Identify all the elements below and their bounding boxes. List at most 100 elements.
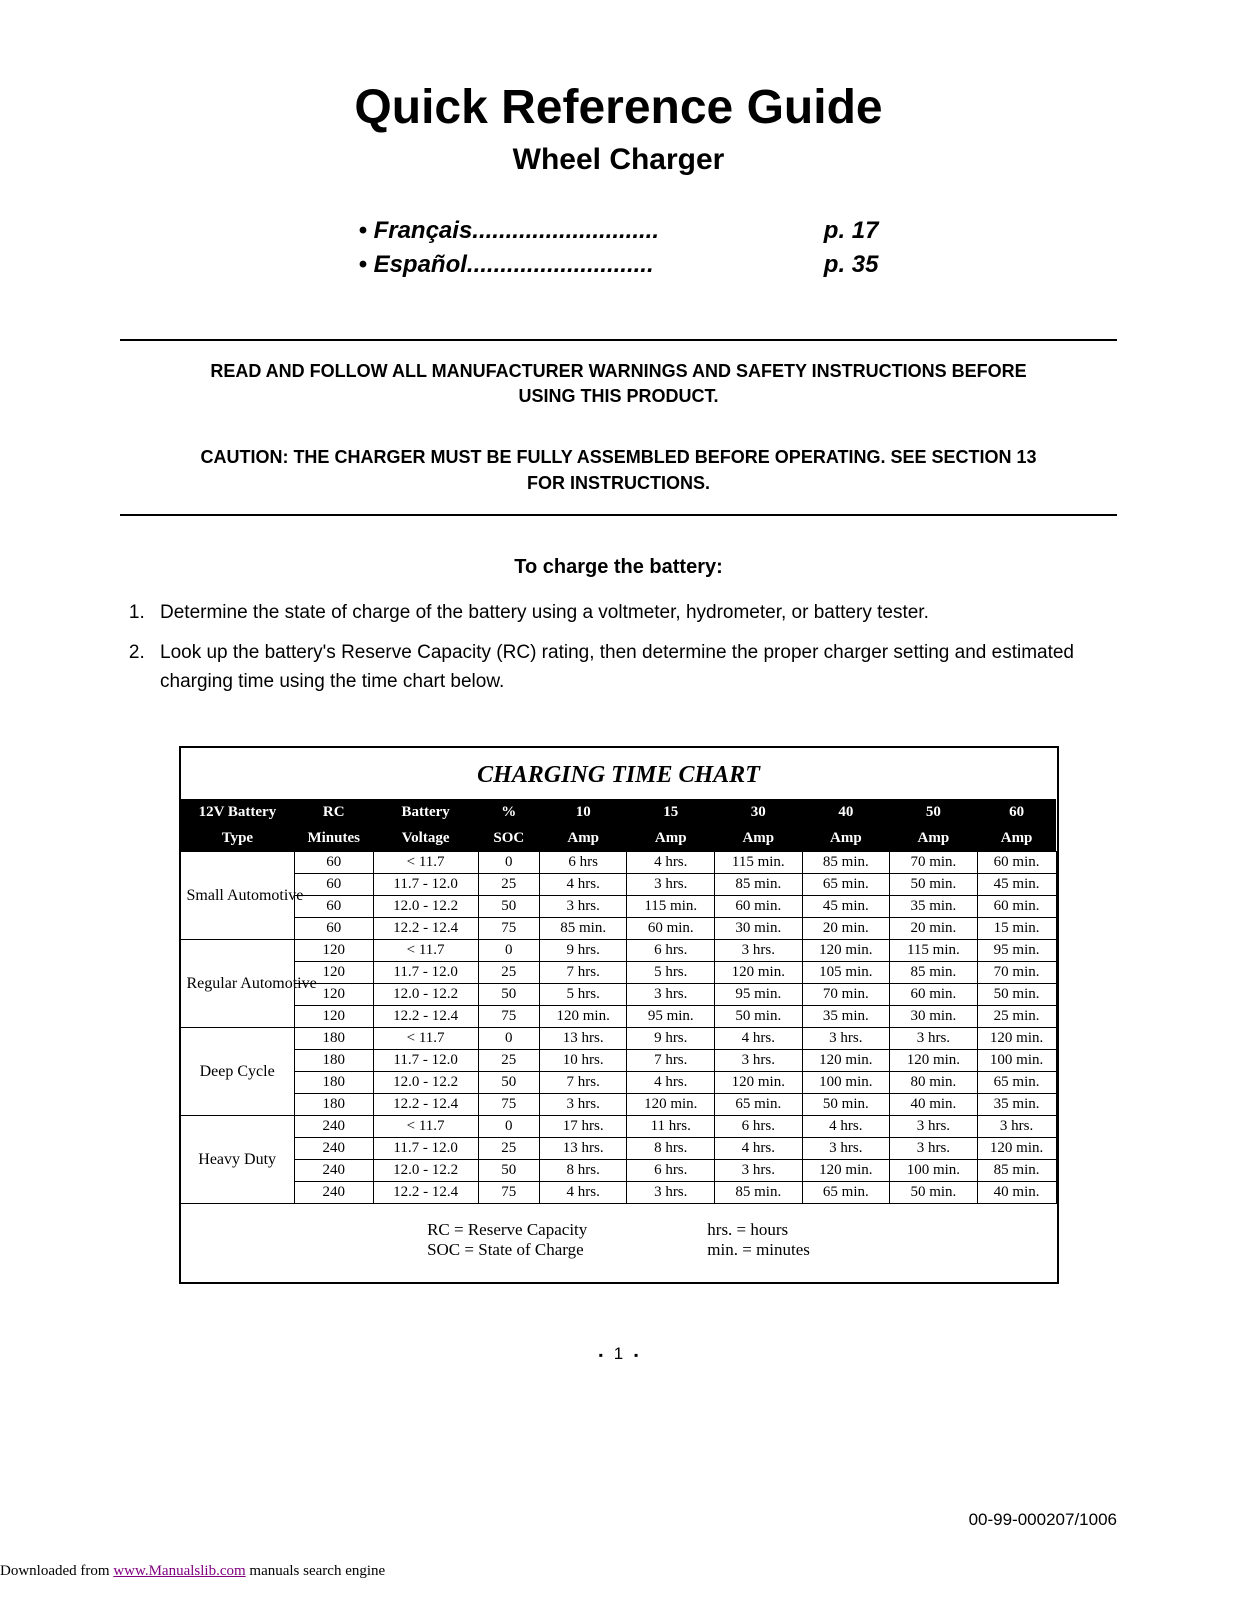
table-cell: 12.0 - 12.2 [373, 984, 478, 1006]
table-cell: 50 min. [890, 874, 978, 896]
table-cell: 100 min. [890, 1160, 978, 1182]
table-cell: 60 min. [977, 896, 1056, 918]
table-cell: 115 min. [890, 940, 978, 962]
page-number-value: 1 [614, 1344, 623, 1363]
table-cell: 12.0 - 12.2 [373, 1072, 478, 1094]
legend-right: hrs. = hours min. = minutes [707, 1220, 810, 1260]
table-cell: 4 hrs. [627, 852, 715, 874]
table-cell: 240 [294, 1116, 373, 1138]
page-number: ▪ 1 ▪ [120, 1344, 1117, 1364]
legend-item: hrs. = hours [707, 1220, 810, 1240]
table-cell: 180 [294, 1094, 373, 1116]
download-footer: Downloaded from www.Manualslib.com manua… [0, 1563, 385, 1580]
table-cell: 85 min. [715, 1182, 803, 1204]
chart-legend: RC = Reserve Capacity SOC = State of Cha… [181, 1204, 1057, 1282]
table-header-cell: SOC [478, 825, 539, 852]
step-1: Determine the state of charge of the bat… [150, 599, 1117, 628]
table-cell: 240 [294, 1182, 373, 1204]
table-cell: 3 hrs. [977, 1116, 1056, 1138]
table-cell: 70 min. [802, 984, 890, 1006]
table-cell: 7 hrs. [539, 962, 627, 984]
table-cell: 30 min. [890, 1006, 978, 1028]
table-cell: 25 [478, 874, 539, 896]
table-cell: 120 [294, 1006, 373, 1028]
lang-dots: ............................ [467, 251, 784, 279]
table-cell: 4 hrs. [715, 1028, 803, 1050]
table-cell: 45 min. [802, 896, 890, 918]
table-cell: 3 hrs. [890, 1116, 978, 1138]
table-cell: 4 hrs. [715, 1138, 803, 1160]
lang-label: • Español [359, 251, 467, 279]
steps-list: Determine the state of charge of the bat… [120, 599, 1117, 697]
lang-row-francais: • Français ............................ … [359, 217, 879, 245]
table-row: Regular Automotive120< 11.709 hrs.6 hrs.… [181, 940, 1057, 962]
table-cell: 40 min. [977, 1182, 1056, 1204]
table-cell: 85 min. [890, 962, 978, 984]
table-cell: 8 hrs. [627, 1138, 715, 1160]
table-cell: 5 hrs. [627, 962, 715, 984]
bullet-icon: ▪ [593, 1348, 609, 1362]
table-header-cell: Amp [802, 825, 890, 852]
table-cell: 75 [478, 1006, 539, 1028]
table-cell: 0 [478, 852, 539, 874]
warning-caution: CAUTION: THE CHARGER MUST BE FULLY ASSEM… [120, 427, 1117, 513]
table-cell: 6 hrs. [627, 1160, 715, 1182]
table-cell: 4 hrs. [539, 874, 627, 896]
table-cell: 60 [294, 896, 373, 918]
table-cell: 12.0 - 12.2 [373, 1160, 478, 1182]
table-cell: 3 hrs. [890, 1028, 978, 1050]
table-cell: 7 hrs. [539, 1072, 627, 1094]
table-cell: 50 [478, 1160, 539, 1182]
battery-type-cell: Heavy Duty [181, 1116, 295, 1204]
table-cell: 115 min. [715, 852, 803, 874]
document-code: 00-99-000207/1006 [969, 1510, 1117, 1530]
table-cell: 180 [294, 1050, 373, 1072]
battery-type-cell: Deep Cycle [181, 1028, 295, 1116]
table-cell: 120 [294, 940, 373, 962]
table-row: 18012.2 - 12.4753 hrs.120 min.65 min.50 … [181, 1094, 1057, 1116]
table-cell: 60 min. [715, 896, 803, 918]
table-cell: 120 min. [977, 1138, 1056, 1160]
table-row: 18012.0 - 12.2507 hrs.4 hrs.120 min.100 … [181, 1072, 1057, 1094]
table-cell: 120 min. [890, 1050, 978, 1072]
lang-dots: ............................ [472, 217, 784, 245]
table-row: Small Automotive60< 11.706 hrs4 hrs.115 … [181, 852, 1057, 874]
table-cell: 75 [478, 918, 539, 940]
table-cell: 85 min. [715, 874, 803, 896]
table-cell: 3 hrs. [627, 874, 715, 896]
table-cell: 25 [478, 962, 539, 984]
table-header-cell: 15 [627, 799, 715, 825]
chart-title: CHARGING TIME CHART [181, 748, 1057, 799]
table-cell: 5 hrs. [539, 984, 627, 1006]
table-cell: 70 min. [890, 852, 978, 874]
bullet-icon: ▪ [628, 1348, 644, 1362]
table-cell: 120 min. [802, 940, 890, 962]
legend-left: RC = Reserve Capacity SOC = State of Cha… [427, 1220, 587, 1260]
table-cell: 60 min. [627, 918, 715, 940]
table-cell: 180 [294, 1072, 373, 1094]
section-heading: To charge the battery: [120, 556, 1117, 579]
table-cell: 50 [478, 1072, 539, 1094]
table-cell: 80 min. [890, 1072, 978, 1094]
table-cell: 120 min. [627, 1094, 715, 1116]
table-cell: 12.2 - 12.4 [373, 1094, 478, 1116]
table-cell: < 11.7 [373, 852, 478, 874]
table-cell: 120 min. [539, 1006, 627, 1028]
table-cell: 12.2 - 12.4 [373, 1006, 478, 1028]
manualslib-link[interactable]: www.Manualslib.com [113, 1563, 245, 1579]
table-header-cell: 40 [802, 799, 890, 825]
table-cell: 4 hrs. [802, 1116, 890, 1138]
table-header-cell: 60 [977, 799, 1056, 825]
table-header-row: 12V BatteryRCBattery%101530405060 [181, 799, 1057, 825]
table-cell: 25 [478, 1138, 539, 1160]
table-cell: 120 min. [715, 962, 803, 984]
table-row: Deep Cycle180< 11.7013 hrs.9 hrs.4 hrs.3… [181, 1028, 1057, 1050]
table-header-cell: % [478, 799, 539, 825]
dl-suffix: manuals search engine [246, 1563, 386, 1579]
table-cell: 3 hrs. [539, 896, 627, 918]
table-cell: 120 min. [715, 1072, 803, 1094]
table-cell: 120 min. [977, 1028, 1056, 1050]
table-cell: 3 hrs. [627, 1182, 715, 1204]
table-cell: 6 hrs. [715, 1116, 803, 1138]
lang-label: • Français [359, 217, 473, 245]
